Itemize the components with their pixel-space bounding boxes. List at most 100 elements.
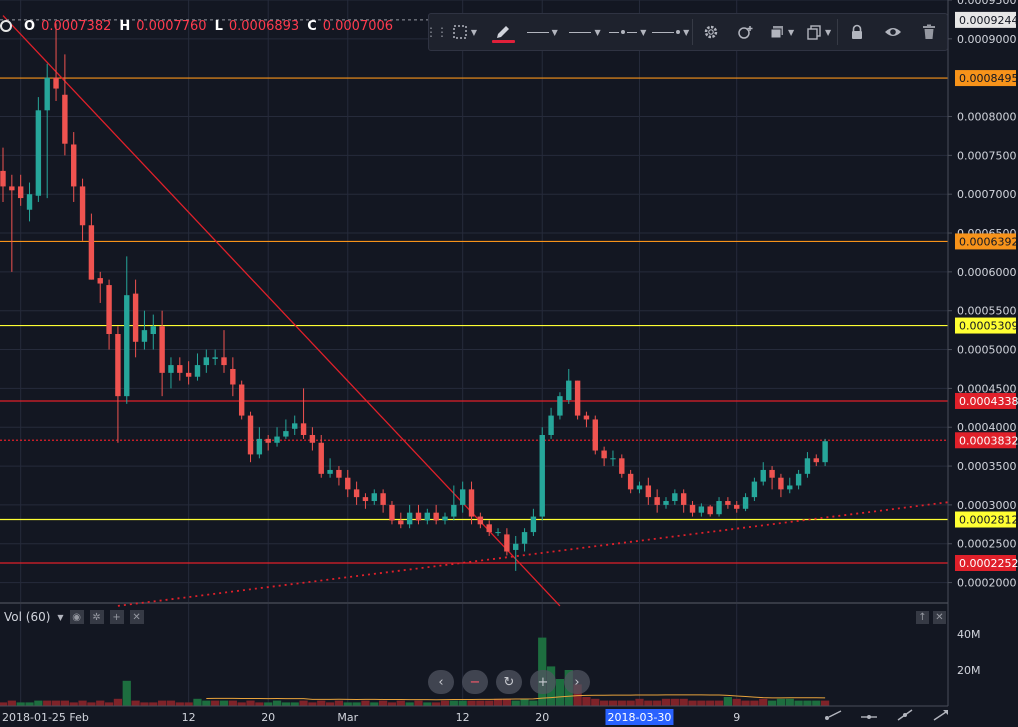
horizontal-line-tool-icon[interactable] [858,706,880,724]
add-icon[interactable]: + [109,610,124,624]
volume-bar [529,700,538,706]
copy-icon [807,25,821,40]
pen-button[interactable] [486,14,521,50]
candle-body [415,512,422,521]
volume-bar [440,700,450,706]
price-badge [955,555,1016,572]
candle [62,54,68,156]
close-value: 0.0007006 [322,18,394,34]
arrow-tool-icon[interactable] [930,706,952,724]
candle [751,477,758,502]
volume-bar [334,700,344,706]
candle-body [115,334,121,397]
candle-body [787,485,793,490]
candle-body [583,415,590,420]
price-badge-label: 0.0005309 [959,320,1018,333]
candle-body [345,477,351,490]
price-badge [955,233,1016,250]
price-badge [955,70,1016,87]
delete-button[interactable] [912,14,947,50]
y-tick-label: 0.0009000 [957,33,1017,46]
gear-icon[interactable]: ✲ [89,610,104,624]
candle-body [389,504,395,521]
candle-body [336,469,342,478]
candle-body [406,512,413,525]
open-value: 0.0007382 [41,18,112,34]
candle-body [530,516,537,533]
candle-body [619,458,625,474]
candle-body [645,485,652,498]
y-tick-label: 0.0006000 [957,266,1017,279]
candle [168,357,174,389]
zoom-in-button[interactable]: + [530,670,556,694]
x-tick-label: 12 [182,711,196,724]
candle [689,501,696,517]
candle [619,454,625,478]
candle [115,326,121,443]
line-style-button-3[interactable]: ▼ [606,14,649,50]
clone-button[interactable] [728,14,763,50]
volume-bar [264,702,273,706]
reset-chart-button[interactable]: ↻ [496,670,522,694]
candle-body [35,110,42,196]
candle-body [707,506,713,515]
candle [769,466,775,490]
scroll-left-button[interactable]: ‹ [428,670,454,694]
candle [521,528,528,552]
candle [566,368,572,404]
volume-bar [670,698,679,706]
cursor-icon[interactable] [822,706,844,724]
drag-handle-icon[interactable]: ⋮⋮ [425,25,448,39]
scroll-right-button[interactable]: › [564,670,590,694]
candle [203,349,210,373]
volume-bar [272,700,282,706]
trend-line-tool-icon[interactable] [894,706,916,724]
candle-body [495,532,501,534]
volume-bar [25,702,34,706]
candle [495,528,501,536]
line-style-button-2[interactable]: ▼ [564,14,607,50]
line-style-button-1[interactable]: ▼ [521,14,564,50]
candle [44,63,50,199]
open-label: O [24,18,36,34]
lock-button[interactable] [838,14,875,50]
candle-body [716,501,722,515]
volume-bar [211,700,220,706]
zoom-out-button[interactable]: − [462,670,488,694]
close-pane-icon[interactable]: ✕ [933,611,946,624]
candle-body [300,423,307,435]
candle-body [433,512,439,521]
copy-button[interactable]: ▼ [800,14,837,50]
candle-body [398,520,404,525]
settings-button[interactable] [693,14,728,50]
volume-bar [0,702,8,706]
move-pane-up-icon[interactable]: ↑ [916,611,929,624]
candle-body [380,493,386,505]
close-icon[interactable]: ✕ [129,610,144,624]
low-value: 0.0006893 [228,18,300,34]
chevron-down-icon[interactable]: ▼ [57,612,64,622]
volume-bar [175,702,184,706]
candle-body [62,94,68,144]
candle-body [778,477,784,490]
eye-icon[interactable]: ◉ [69,610,84,624]
volume-moving-average [206,694,826,701]
volume-bar [767,700,777,706]
layers-button[interactable]: ▼ [763,14,800,50]
candle [132,279,139,358]
visibility-button[interactable] [875,14,912,50]
low-label: L [214,18,223,34]
line-style-button-4[interactable]: ▼ [649,14,692,50]
volume-legend: Vol (60) ▼ ◉ ✲ + ✕ [4,610,144,624]
candle-body [663,501,669,505]
candle-body [477,516,484,525]
candle-body [0,170,6,187]
candle-body [221,357,227,366]
candle-body [353,489,360,498]
candle-body [309,434,316,443]
volume-bar [158,700,167,706]
trendlines [2,15,958,607]
candle [654,489,660,513]
selection-rectangle-button[interactable]: ▼ [443,14,486,50]
